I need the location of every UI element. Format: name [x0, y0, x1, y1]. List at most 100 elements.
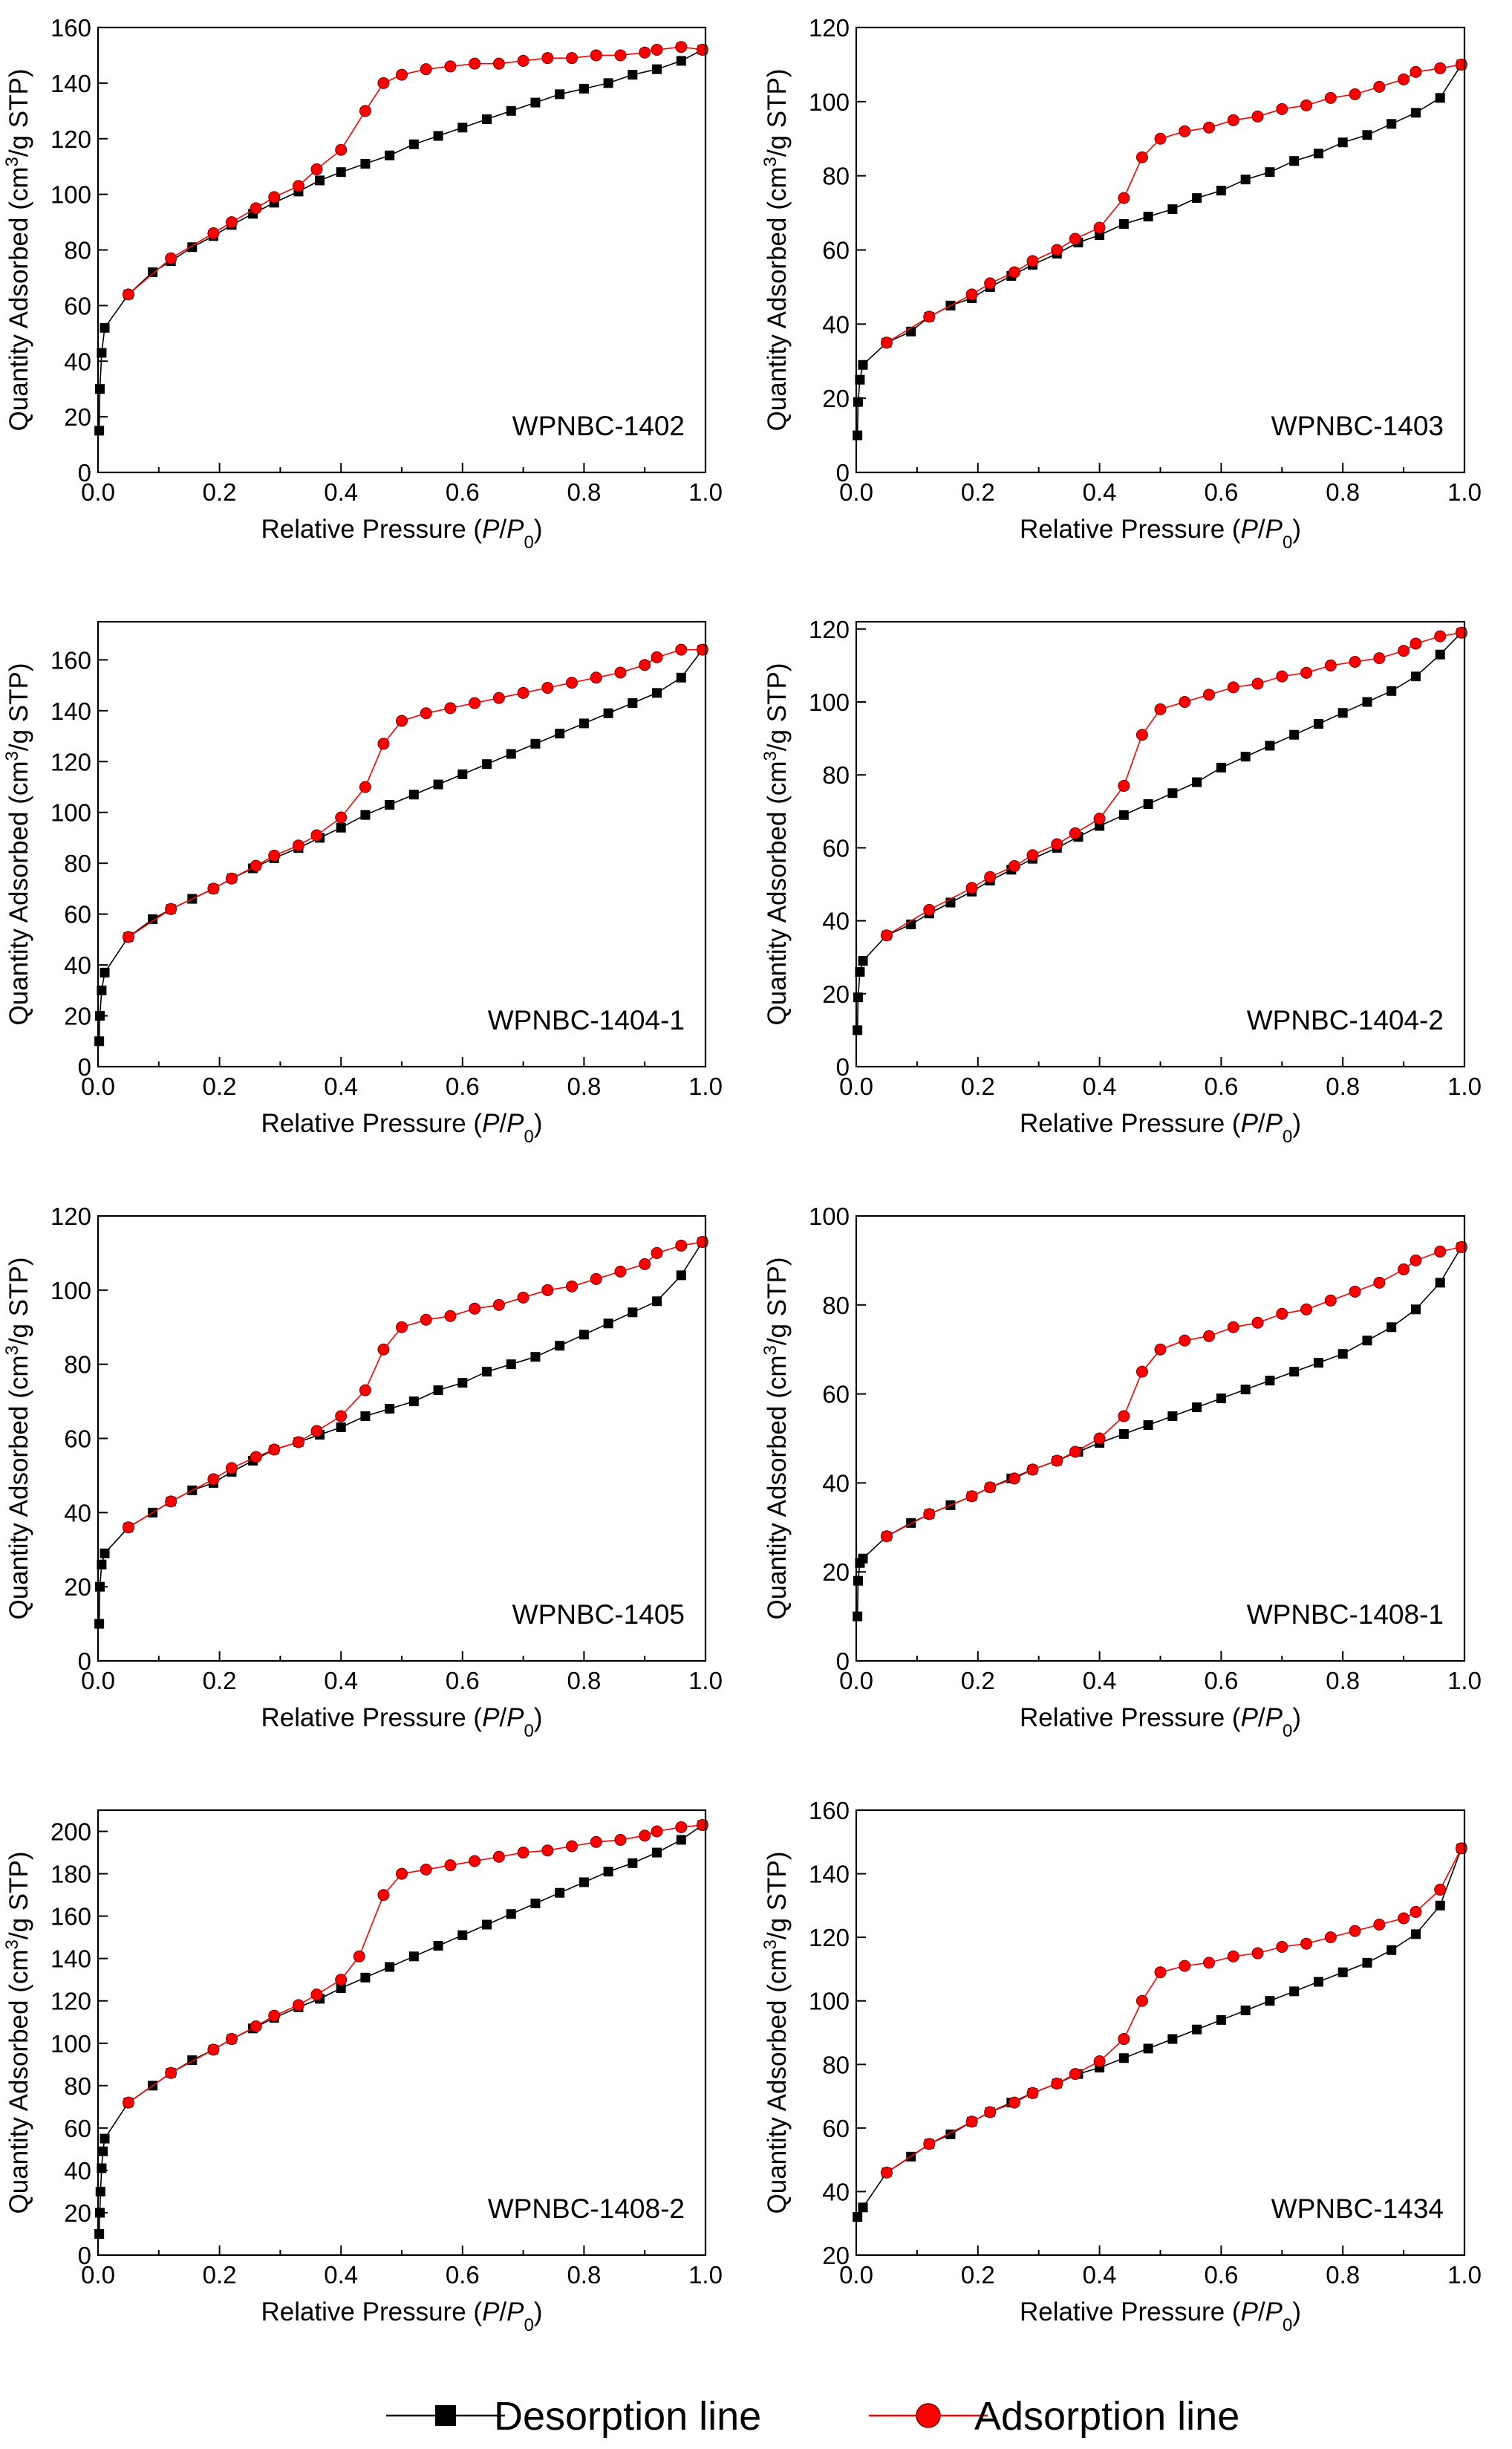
chart-5-adsorption-point: [225, 1462, 238, 1474]
chart-7-desorption-point: [676, 1835, 686, 1845]
chart-1-sample-label: WPNBC-1402: [512, 411, 685, 441]
chart-3-desorption-point: [336, 822, 346, 833]
chart-3-desorption-point: [100, 967, 110, 978]
chart-2-desorption-line: [853, 59, 1467, 440]
chart-5-adsorption-point: [122, 1521, 134, 1534]
chart-2-desorption-point: [1362, 130, 1372, 140]
chart-2-y-tick-label: 60: [822, 237, 850, 264]
chart-4-desorption-point: [853, 1025, 863, 1035]
chart-1-plot-frame: [97, 26, 707, 474]
chart-2-desorption-point: [1118, 219, 1129, 230]
chart-4-y-axis-title: Quantity Adsorbed (cm3/g STP): [760, 663, 792, 1026]
chart-5-adsorption-point: [268, 1443, 281, 1456]
chart-5-desorption-point: [482, 1367, 492, 1377]
chart-5-desorption-point: [652, 1296, 662, 1307]
legend-desorption-label: Desorption line: [494, 2394, 761, 2439]
chart-5-x-tick-label: 1.0: [688, 1667, 723, 1694]
chart-3-y-tick-label: 140: [50, 697, 91, 725]
chart-8-adsorption-point: [1008, 2096, 1020, 2109]
chart-3-adsorption-point: [639, 659, 651, 671]
chart-5-x-tick-label: 0.2: [203, 1667, 237, 1694]
chart-3-desorption-point: [385, 799, 395, 810]
chart-8-adsorption-point: [1349, 1925, 1361, 1937]
chart-3-desorption-point: [676, 672, 686, 683]
chart-2-desorption-point: [1143, 212, 1153, 222]
chart-4-adsorption-point: [1008, 859, 1020, 872]
chart-2-adsorption-point: [1349, 88, 1361, 100]
chart-1-y-tick-label: 60: [64, 292, 91, 319]
chart-2-adsorption-point: [1373, 80, 1386, 93]
chart-4-x-tick-label: 0.4: [1083, 1073, 1117, 1100]
chart-4-y-tick-label: 0: [836, 1053, 850, 1081]
chart-7-x-tick-label: 0.6: [446, 2261, 480, 2289]
chart-5-desorption-point: [579, 1330, 589, 1340]
chart-6-desorption-point: [1240, 1385, 1251, 1395]
chart-8-adsorption-point: [1118, 2033, 1130, 2046]
chart-5-adsorption-point: [207, 1473, 220, 1486]
chart-1-desorption-point: [628, 70, 638, 80]
chart-8-adsorption-point: [1276, 1940, 1288, 1953]
chart-6-desorption-line-path: [856, 1246, 1462, 1617]
chart-2-adsorption-point: [923, 310, 936, 323]
chart-1-desorption-point: [603, 78, 613, 88]
chart-8-adsorption-point: [1026, 2087, 1039, 2099]
chart-5-adsorption-point: [492, 1298, 505, 1311]
chart-2-desorption-point: [853, 430, 863, 440]
chart-5-adsorption-point: [310, 1425, 323, 1437]
chart-3-plot-frame: [97, 620, 707, 1068]
chart-4-plot-frame: [855, 620, 1466, 1068]
chart-7-x-tick-label: 0.2: [203, 2261, 237, 2289]
chart-2-x-tick-label: 0.0: [839, 478, 873, 506]
chart-1-desorption-point: [530, 97, 541, 108]
chart-8-adsorption-point: [1324, 1931, 1337, 1944]
chart-7-desorption-line: [94, 1820, 708, 2239]
chart-4-adsorption-point: [1398, 645, 1410, 657]
chart-4-adsorption-point: [1251, 677, 1264, 690]
chart-7-y-tick-label: 200: [50, 1818, 91, 1846]
chart-4-desorption-point: [1118, 810, 1129, 820]
chart-6-x-axis-title: Relative Pressure (P/P0): [1020, 1703, 1301, 1741]
chart-4-desorption-point: [855, 966, 865, 977]
chart-5-adsorption-line: [122, 1235, 708, 1534]
chart-1-desorption-line-path: [98, 49, 703, 431]
chart-7-y-tick-label: 140: [50, 1945, 91, 1973]
chart-4-adsorption-point: [1069, 827, 1081, 839]
chart-3-desorption-line: [94, 645, 708, 1047]
chart-7-desorption-point: [97, 2163, 107, 2173]
chart-6-y-tick-label: 80: [822, 1292, 850, 1319]
chart-5-desorption-line: [94, 1237, 708, 1629]
chart-2-adsorption-point: [1455, 58, 1467, 71]
chart-8-adsorption-point: [1434, 1883, 1447, 1896]
chart-6-sample-label: WPNBC-1408-1: [1247, 1599, 1444, 1630]
chart-5-adsorption-point: [541, 1284, 554, 1296]
chart-6-adsorption-point: [880, 1530, 893, 1543]
chart-5-adsorption-point: [566, 1280, 579, 1292]
chart-6-adsorption-point: [1093, 1432, 1106, 1445]
chart-6-desorption-point: [1313, 1358, 1323, 1368]
chart-8-adsorption-point: [1069, 2068, 1081, 2081]
chart-4-y-tick-label: 80: [822, 761, 850, 789]
chart-8-desorption-point: [1143, 2043, 1153, 2054]
chart-6-adsorption-point: [1227, 1321, 1239, 1333]
chart-8-adsorption-point: [1179, 1959, 1191, 1972]
chart-2-desorption-point: [1167, 204, 1178, 215]
chart-5-panel: 0.0 0.2 0.4 0.6 0.8 1.0 0 20 40 60 80 100 120 Relativ…: [2, 1203, 723, 1741]
chart-8-y-tick-label: 20: [822, 2242, 850, 2269]
chart-4-adsorption-point: [1276, 670, 1288, 683]
chart-4-desorption-point: [1289, 729, 1300, 740]
chart-5-adsorption-point: [651, 1246, 663, 1259]
chart-5-desorption-point: [628, 1307, 638, 1318]
chart-2-adsorption-point: [1026, 255, 1039, 267]
chart-8-adsorption-point: [1227, 1950, 1239, 1962]
chart-8-y-axis-title: Quantity Adsorbed (cm3/g STP): [760, 1852, 792, 2214]
chart-7-adsorption-point: [614, 1833, 627, 1846]
chart-7-desorption-point: [579, 1877, 589, 1887]
chart-5-y-axis-title: Quantity Adsorbed (cm3/g STP): [2, 1258, 34, 1620]
chart-8-y-tick-label: 140: [809, 1861, 850, 1888]
chart-4-adsorption-point: [1349, 656, 1361, 669]
chart-2-adsorption-point: [1300, 99, 1313, 111]
chart-1-desorption-point: [676, 56, 686, 66]
chart-8-desorption-line-path: [856, 1848, 1462, 2218]
chart-4-desorption-point: [1337, 708, 1348, 718]
